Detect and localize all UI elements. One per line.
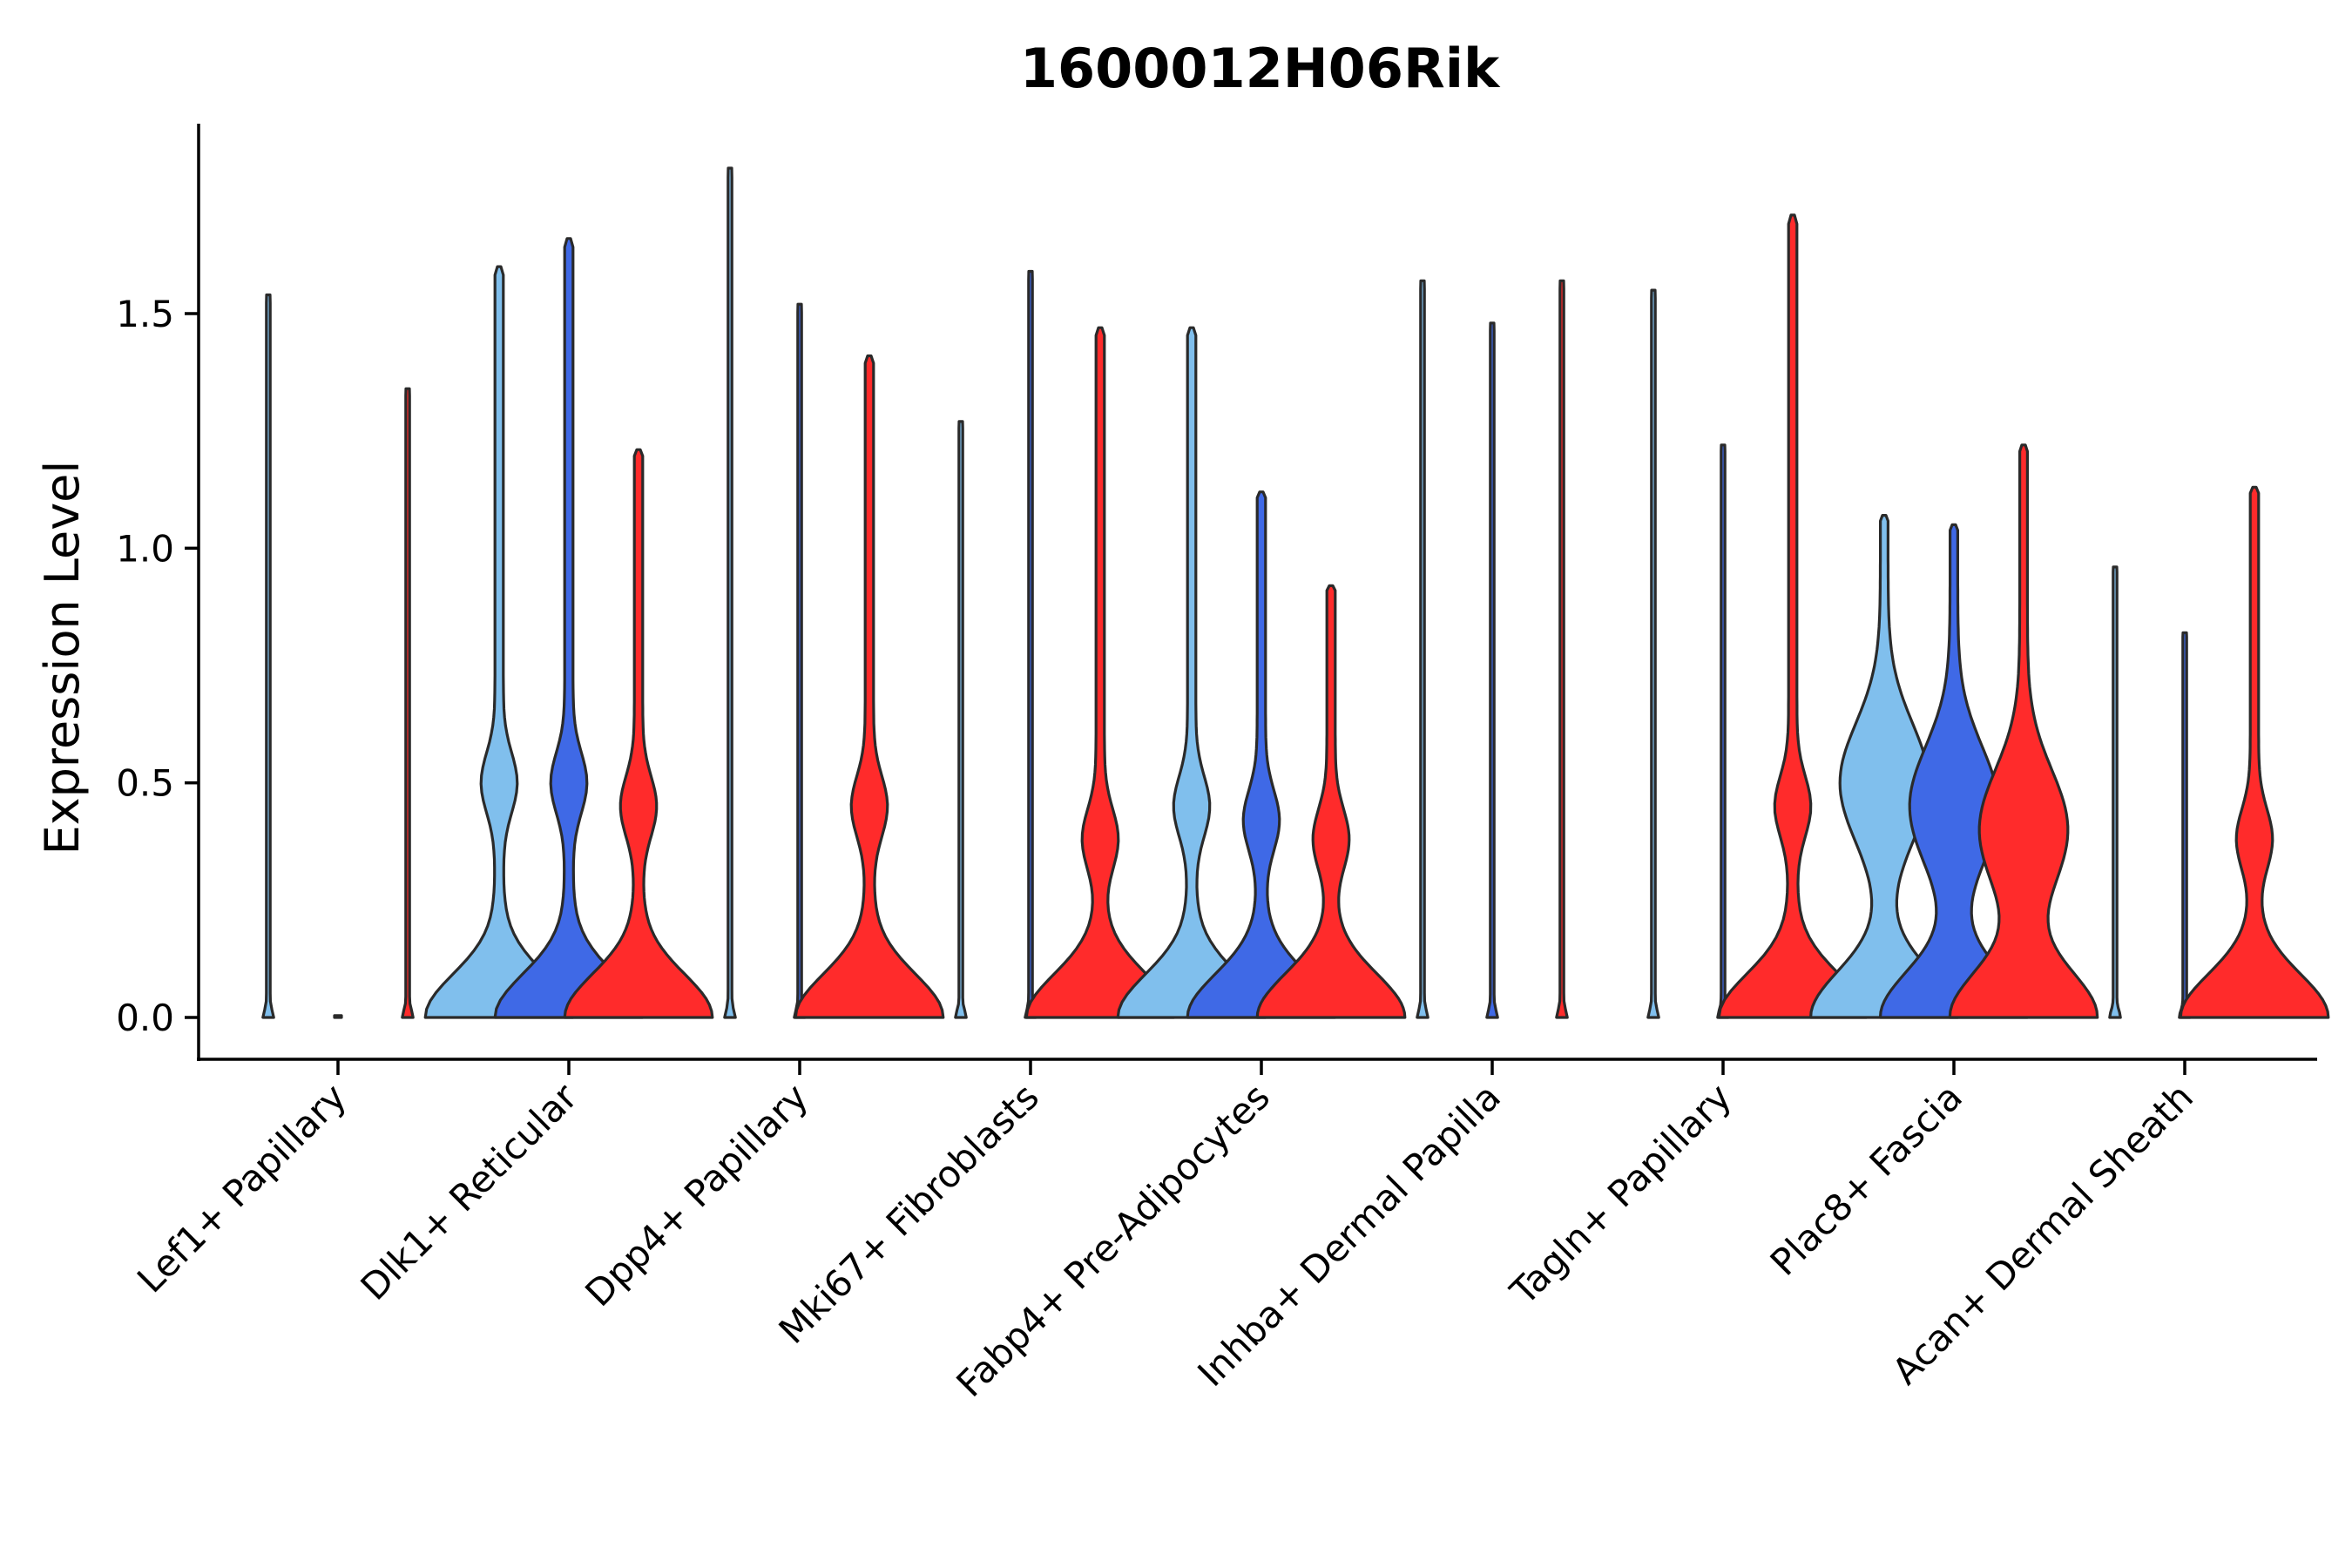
violin-7-3 xyxy=(1717,213,1869,1019)
violin-4-2 xyxy=(1024,269,1037,1019)
violin-8-1 xyxy=(1809,514,1959,1019)
violin-9-3 xyxy=(2179,485,2330,1019)
violin-8-3 xyxy=(1948,443,2099,1019)
y-axis-label: Expression Level xyxy=(35,461,90,855)
violin-7-2 xyxy=(1716,443,1730,1019)
violin-5-3 xyxy=(1255,584,1407,1019)
x-tick-label: Plac8+ Fascia xyxy=(1762,1075,1970,1283)
violin-4-3 xyxy=(1024,326,1176,1019)
x-tick-label: Mki67+ Fibroblasts xyxy=(771,1075,1047,1351)
y-tick-label: 1.5 xyxy=(116,293,174,335)
violin-1-3 xyxy=(401,387,415,1019)
violin-6-2 xyxy=(1485,321,1499,1019)
violin-3-2 xyxy=(793,302,807,1019)
x-tick-label: Dpp4+ Papillary xyxy=(577,1075,816,1315)
violin-group xyxy=(261,166,2330,1019)
y-tick-label: 0.0 xyxy=(116,997,174,1039)
violin-2-2 xyxy=(493,237,645,1019)
chart-title: 1600012H06Rik xyxy=(1020,37,1501,100)
violin-7-1 xyxy=(1646,288,1660,1019)
violin-2-3 xyxy=(563,448,714,1019)
violin-9-2 xyxy=(2178,631,2192,1019)
violin-5-1 xyxy=(1116,326,1267,1019)
violin-2-1 xyxy=(423,265,575,1019)
x-tick-label: Tagln+ Papillary xyxy=(1502,1075,1740,1313)
y-tick-label: 0.5 xyxy=(116,762,174,805)
y-ticks: 0.0 0.5 1.0 1.5 xyxy=(116,293,199,1039)
x-tick-label: Dlk1+ Reticular xyxy=(353,1075,586,1308)
violin-4-1 xyxy=(954,420,968,1019)
violin-3-3 xyxy=(794,354,945,1019)
violin-1-2 xyxy=(333,1014,343,1019)
violin-5-2 xyxy=(1186,490,1337,1019)
y-tick-label: 1.0 xyxy=(116,527,174,570)
violin-6-1 xyxy=(1416,279,1429,1019)
violin-3-1 xyxy=(723,166,737,1019)
violin-6-3 xyxy=(1555,279,1569,1019)
x-tick-label: Lef1+ Papillary xyxy=(129,1075,355,1301)
violin-1-1 xyxy=(261,293,275,1019)
violin-9-1 xyxy=(2108,565,2122,1019)
